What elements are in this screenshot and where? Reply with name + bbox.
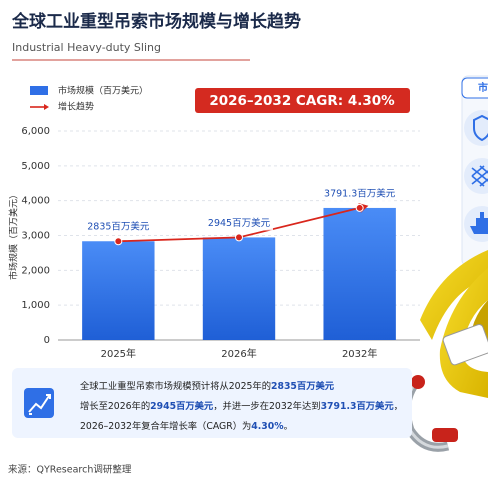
summary-icon <box>24 388 54 418</box>
bar <box>323 207 396 340</box>
trend-point <box>355 203 364 212</box>
legend-swatch <box>30 86 48 95</box>
x-tick-label: 2025年 <box>101 347 136 360</box>
bar <box>202 237 276 340</box>
y-tick-label: 6,000 <box>21 126 50 137</box>
value-label-bg <box>325 186 394 201</box>
x-tick-label: 2032年 <box>342 347 377 360</box>
value-label: 3791.3百万美元 <box>324 187 396 199</box>
summary-segment: 2026–2032年复合年增长率（CAGR）为 <box>80 420 251 432</box>
summary-segment: 。 <box>284 421 293 432</box>
summary-text: 全球工业重型吊索市场规模预计将从2025年的2835百万美元增长至2026年的2… <box>80 380 403 432</box>
summary-line: 增长至2026年的2945百万美元，并进一步在2032年达到3791.3百万美元… <box>80 400 403 412</box>
summary-segment: ，并进一步在2032年达到 <box>213 400 320 412</box>
y-axis-label: 市场规模（百万美元） <box>8 190 20 280</box>
value-label: 2945百万美元 <box>208 217 271 229</box>
summary-segment: ， <box>394 401 403 412</box>
cagr-text: 2026–2032 CAGR: 4.30% <box>209 93 395 109</box>
summary-segment: 全球工业重型吊索市场规模预计将从2025年的 <box>80 380 271 392</box>
summary-highlight: 4.30% <box>251 421 284 432</box>
x-tick-label: 2026年 <box>221 347 256 360</box>
summary-box <box>12 368 412 438</box>
y-tick-label: 1,000 <box>21 300 50 311</box>
legend-label: 市场规模（百万美元） <box>58 85 148 97</box>
cagr-badge <box>195 88 410 113</box>
plot: 0 1,000 2,000 3,000 4,000 5,000 6,000 2025年 2026… <box>21 126 420 360</box>
y-tick-label: 3,000 <box>21 231 50 242</box>
value-label: 2835百万美元 <box>87 221 150 233</box>
summary-highlight: 2835百万美元 <box>271 380 335 392</box>
value-label-bg <box>84 220 153 235</box>
summary-line: 全球工业重型吊索市场规模预计将从2025年的2835百万美元 <box>80 380 335 392</box>
value-label-bg <box>205 216 273 231</box>
y-tick-label: 0 <box>44 335 50 346</box>
summary-line: 2026–2032年复合年增长率（CAGR）为4.30%。 <box>80 420 293 432</box>
side-panel-label: 市 <box>478 81 488 94</box>
legend: 市场规模（百万美元） 增长趋势 <box>30 85 148 113</box>
y-tick-label: 2,000 <box>21 265 50 276</box>
bar <box>82 241 155 340</box>
title: 全球工业重型吊索市场规模与增长趋势 <box>11 11 301 32</box>
trend-point <box>114 237 123 246</box>
summary-highlight: 2945百万美元 <box>150 400 214 412</box>
y-tick-label: 5,000 <box>21 161 50 172</box>
source: 来源：QYResearch调研整理 <box>8 464 132 476</box>
trend-point <box>235 233 243 242</box>
subtitle: Industrial Heavy-duty Sling <box>12 41 161 54</box>
legend-label: 增长趋势 <box>58 101 94 113</box>
y-tick-label: 4,000 <box>21 196 50 207</box>
side-panel: 市 <box>461 75 488 267</box>
legend-arrow <box>44 104 49 110</box>
summary-segment: 增长至2026年的 <box>80 400 150 412</box>
summary-highlight: 3791.3百万美元 <box>321 400 395 412</box>
